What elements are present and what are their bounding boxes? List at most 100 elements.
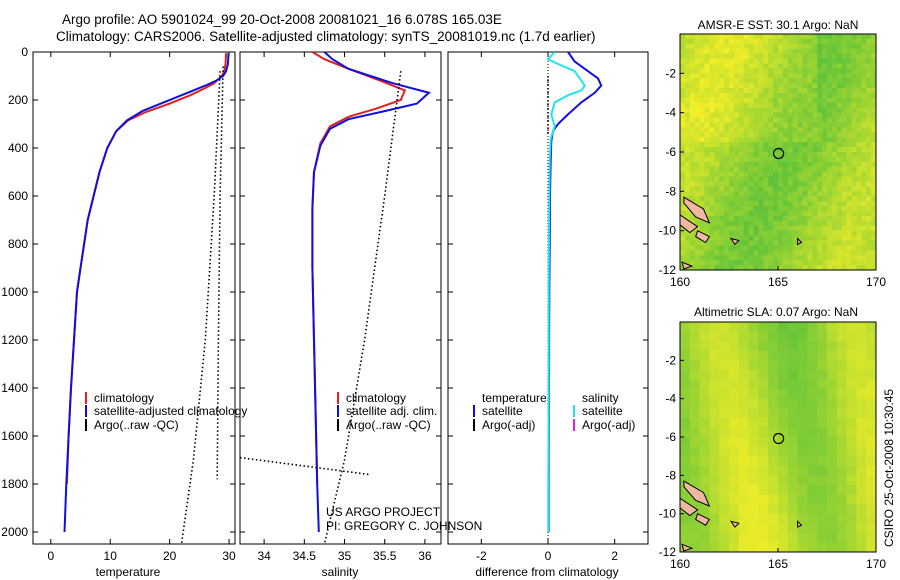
map-cell	[817, 350, 828, 361]
map-cell	[709, 58, 715, 65]
map-cell	[778, 389, 789, 400]
map-cell	[797, 117, 804, 124]
map-cell	[719, 127, 725, 133]
map-cell	[743, 161, 750, 168]
map-cell	[861, 201, 867, 207]
map-cell	[694, 117, 701, 124]
map-cell	[748, 475, 759, 486]
map-cell	[714, 122, 720, 129]
map-cell	[699, 97, 706, 104]
map-cell	[817, 465, 828, 476]
map-cell	[797, 532, 808, 544]
map-cell	[689, 322, 701, 333]
map-cell	[807, 97, 813, 104]
map-cell	[782, 186, 789, 192]
map-cell	[851, 137, 857, 143]
map-cell	[827, 240, 833, 247]
map-cell	[871, 250, 876, 256]
map-cell	[802, 93, 808, 99]
map-cell	[758, 260, 764, 266]
map-cell	[787, 137, 794, 143]
map-cell	[748, 58, 755, 65]
map-cell	[709, 152, 715, 158]
map-cell	[792, 34, 799, 40]
map-cell	[841, 230, 848, 237]
map-cell	[856, 240, 862, 247]
map-cell	[733, 34, 740, 40]
map-cell	[822, 220, 828, 227]
map-cell	[719, 398, 730, 409]
map-cell	[782, 73, 789, 79]
map-cell	[733, 152, 740, 158]
map-cell	[871, 127, 876, 133]
map-cell	[807, 53, 813, 60]
map-cell	[797, 211, 804, 217]
map-cell	[694, 93, 701, 99]
map-cell	[758, 398, 769, 409]
map-cell	[709, 132, 715, 138]
map-cell	[812, 211, 818, 217]
map-cell	[797, 122, 804, 129]
map-cell	[851, 73, 857, 79]
map-cell	[729, 63, 735, 70]
map-cell	[787, 78, 794, 84]
map-cell	[753, 245, 759, 251]
map-cell	[729, 437, 740, 448]
map-cell	[861, 245, 867, 251]
map-cell	[841, 63, 848, 70]
map-cell	[719, 504, 730, 515]
map-cell	[719, 523, 730, 534]
map-cell	[807, 417, 818, 429]
map-cell	[817, 255, 823, 261]
map-cell	[807, 137, 813, 143]
map-cell	[797, 97, 804, 104]
map-cell	[758, 58, 764, 65]
map-cell	[709, 465, 720, 476]
map-cell	[797, 152, 804, 158]
map-cell	[773, 53, 779, 60]
map-cell	[684, 88, 691, 94]
map-cell	[758, 63, 764, 70]
map-cell	[738, 331, 750, 342]
map-cell	[871, 63, 876, 70]
map-cell	[704, 93, 710, 99]
map-cell	[763, 122, 769, 129]
map-cell	[866, 176, 872, 183]
map-cell	[773, 181, 779, 188]
map-cell	[792, 102, 799, 109]
map-cell	[827, 532, 838, 544]
map-cell	[797, 186, 804, 192]
map-cell	[773, 260, 779, 266]
map-cell	[778, 211, 784, 217]
map-cell	[689, 68, 696, 74]
map-cell	[787, 171, 794, 178]
map-cell	[738, 58, 745, 65]
map-cell	[719, 147, 725, 153]
map-cell	[817, 156, 823, 163]
map-cell	[797, 161, 804, 168]
map-cell	[684, 63, 691, 70]
map-cell	[748, 156, 755, 163]
map-cell	[797, 427, 808, 438]
map-cell	[831, 250, 838, 256]
map-cell	[841, 191, 848, 197]
map-cell	[753, 255, 759, 261]
map-cell	[836, 494, 848, 505]
map-cell	[817, 48, 823, 55]
map-cell	[817, 265, 823, 270]
map-cell	[787, 48, 794, 55]
map-cell	[689, 369, 701, 381]
map-cell	[836, 97, 843, 104]
map-cell	[763, 83, 769, 89]
map-cell	[699, 171, 706, 178]
map-cell	[753, 132, 759, 138]
map-cell	[763, 220, 769, 227]
map-cell	[802, 34, 808, 40]
map-cell	[729, 48, 735, 55]
map-cell	[807, 494, 818, 505]
map-cell	[699, 68, 706, 74]
map-cell	[797, 48, 804, 55]
map-cell	[753, 265, 759, 270]
map-cell	[733, 201, 740, 207]
map-cell	[861, 206, 867, 212]
